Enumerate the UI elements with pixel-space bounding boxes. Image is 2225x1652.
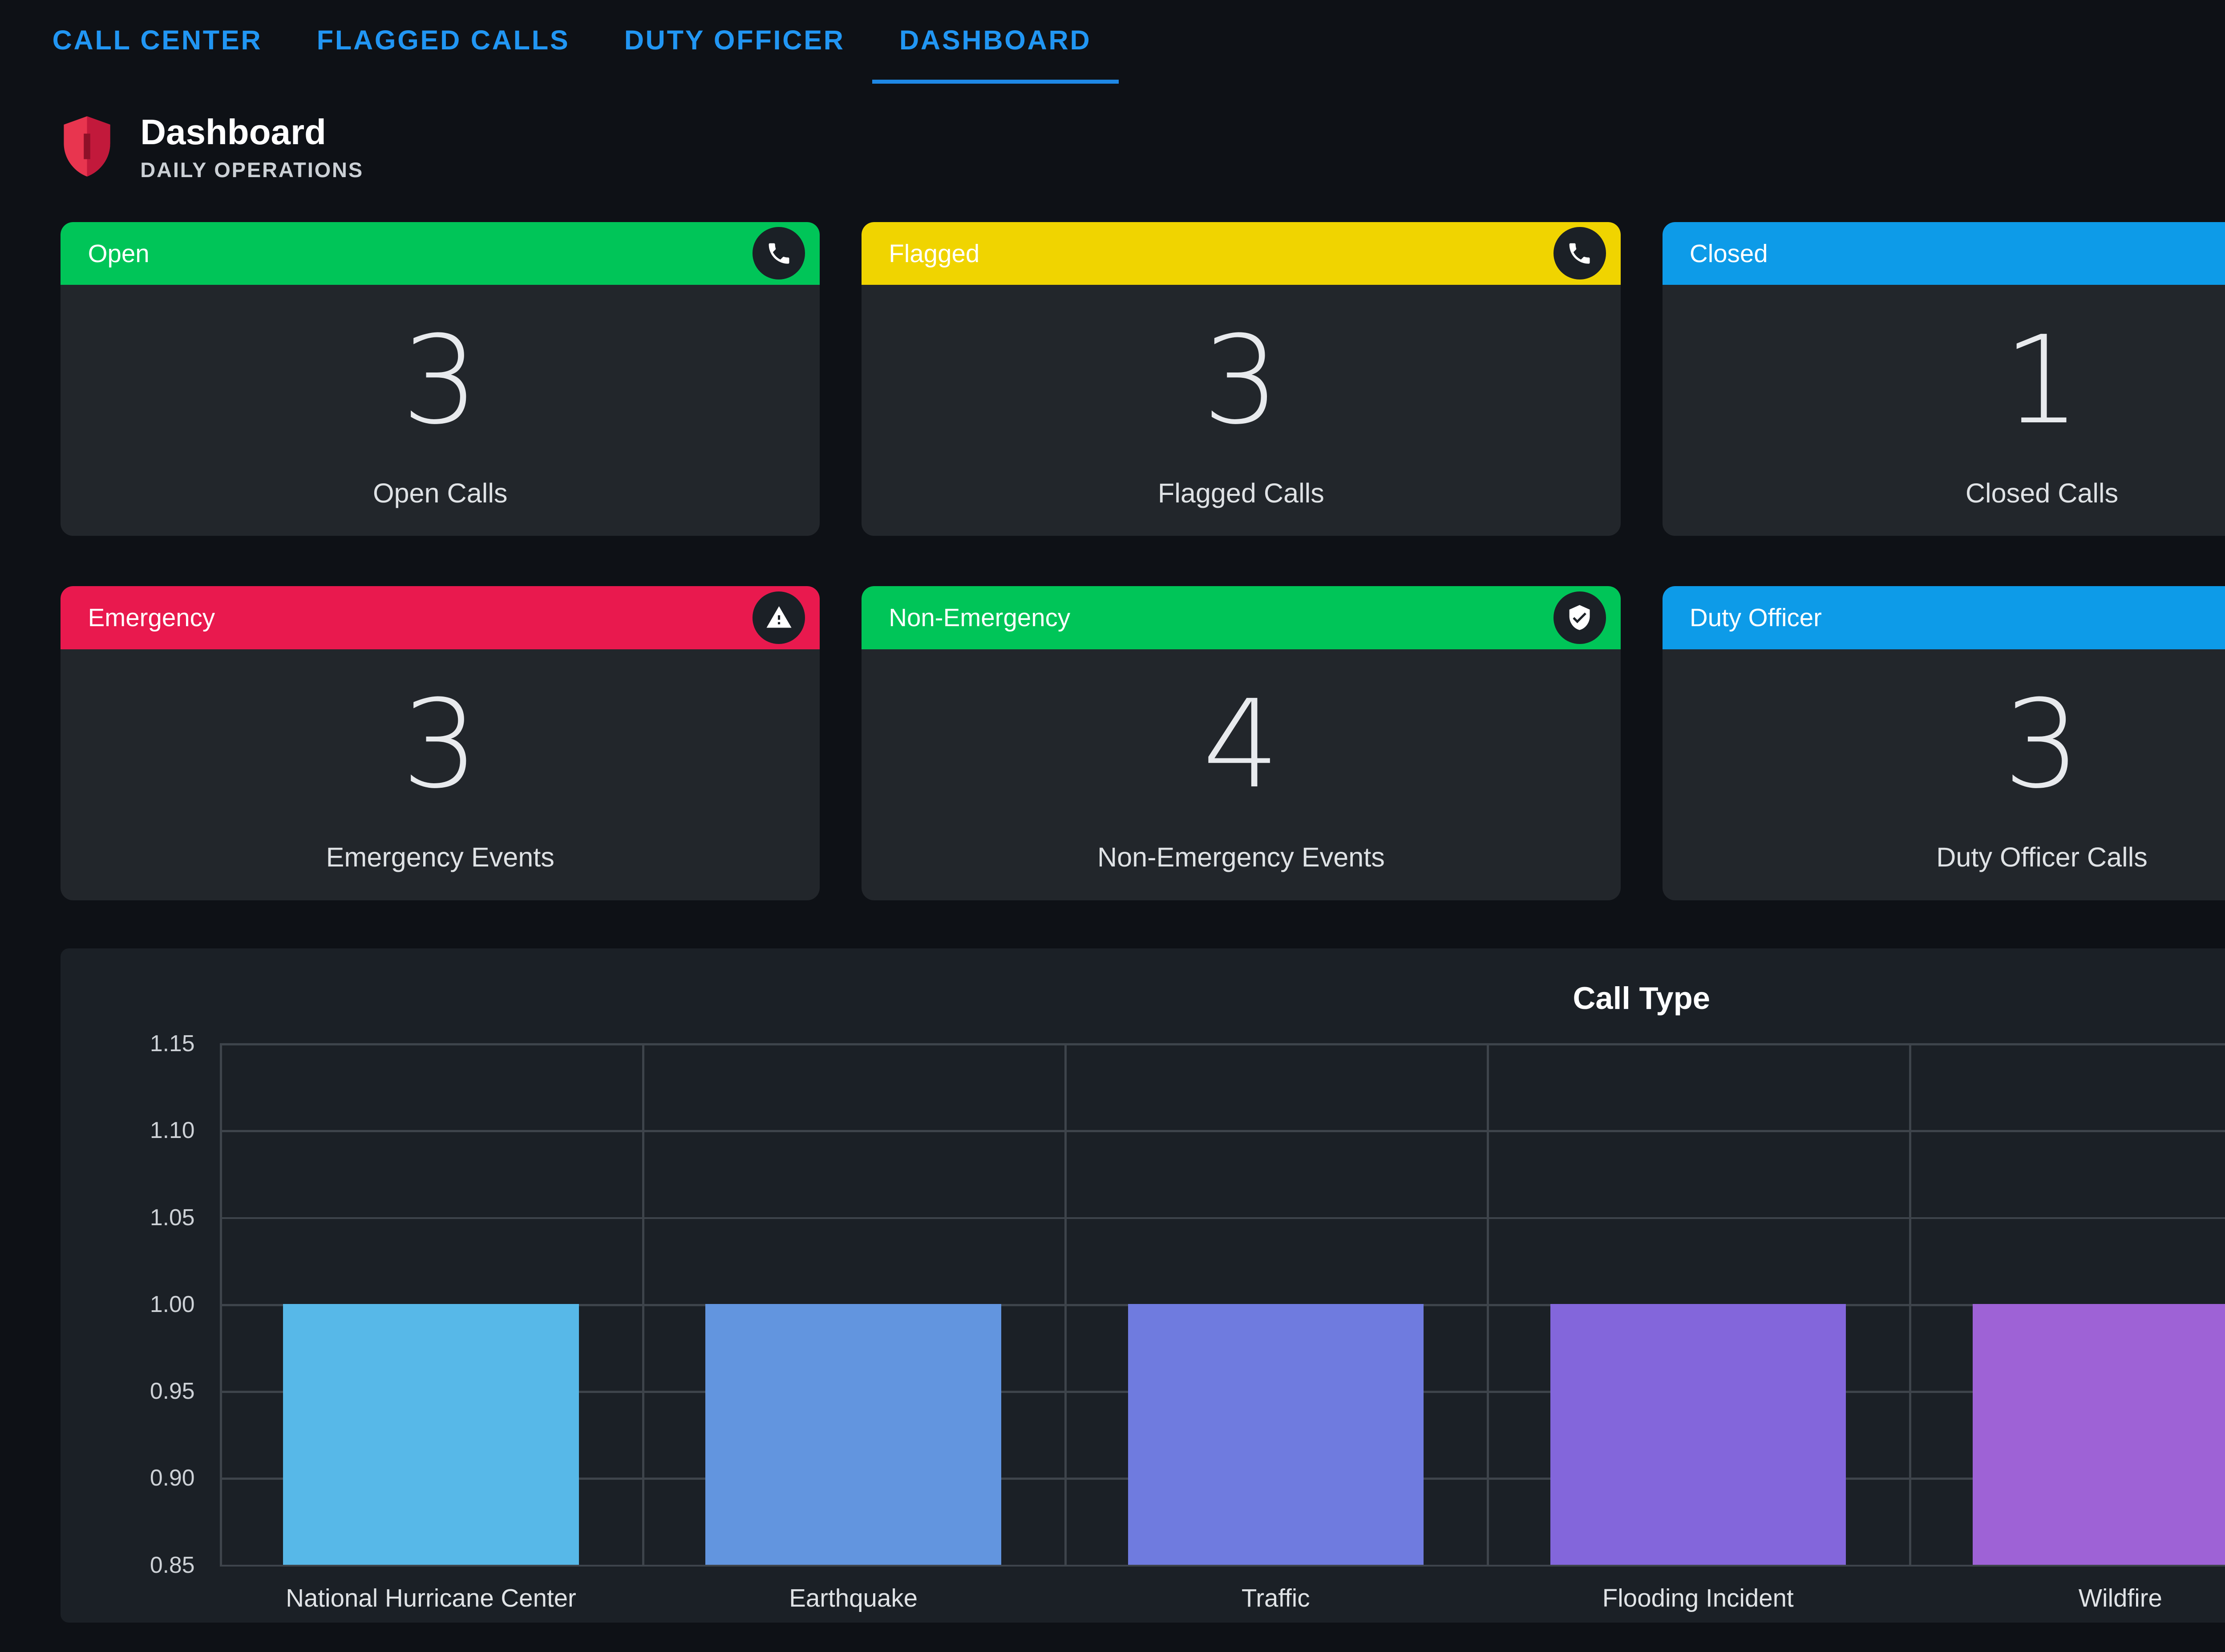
vertical-gridline (1064, 1043, 1067, 1565)
page-title: Dashboard (140, 112, 326, 152)
stat-card-label: Closed Calls (1965, 478, 2119, 508)
shield-logo-icon (59, 114, 115, 179)
chart-area: 1.15 1.10 1.05 1.00 0.95 0.90 0.85 National Hu… (61, 1030, 2225, 1612)
stat-card-value: 3 (401, 674, 479, 816)
stat-card-emergency: Emergency 3 Emergency Events (61, 586, 820, 901)
stat-card-title: Non-Emergency (889, 603, 1071, 632)
stat-card-label: Open Calls (372, 478, 508, 508)
x-axis-category-label: Flooding Incident (1602, 1583, 1794, 1612)
y-axis-tick-label: 1.05 (150, 1204, 195, 1230)
header-titles: Dashboard DAILY OPERATIONS (140, 111, 364, 182)
call-type-chart-panel: Call Type 1.15 1.10 1.05 1.00 0.95 0.90 0.85 N… (61, 948, 2225, 1623)
phone-icon (1553, 227, 1606, 280)
horizontal-gridline (220, 1130, 2225, 1132)
tab-call-center[interactable]: CALL CENTER (25, 0, 289, 84)
stat-card-label: Emergency Events (326, 842, 554, 873)
stat-card-flagged: Flagged 3 Flagged Calls (862, 222, 1621, 536)
stat-card-header: Open (61, 222, 820, 285)
stat-card-title: Emergency (88, 603, 215, 632)
stat-card-header: Flagged (862, 222, 1621, 285)
y-axis-tick-label: 1.00 (150, 1291, 195, 1317)
stat-card-value: 3 (2003, 674, 2081, 816)
stat-card-header: Non-Emergency (862, 586, 1621, 649)
chart-x-labels: National Hurricane Center Earthquake Traff… (107, 1583, 2225, 1612)
stat-card-title: Closed (1689, 239, 1768, 267)
chart-plot (220, 1043, 2225, 1567)
x-axis-category-label: National Hurricane Center (286, 1583, 576, 1612)
horizontal-gridline (220, 1564, 2225, 1567)
x-axis-category-label: Wildfire (2078, 1583, 2162, 1612)
stat-cards-row-1: Open 3 Open Calls Flagged 3 Flagged Call… (0, 222, 2225, 536)
page-subtitle: DAILY OPERATIONS (140, 158, 364, 182)
chart-bar (705, 1304, 1001, 1565)
vertical-gridline (1487, 1043, 1489, 1565)
chart-bar (1550, 1304, 1846, 1565)
chart-title: Call Type (1573, 980, 1710, 1016)
vertical-gridline (642, 1043, 644, 1565)
stat-card-label: Duty Officer Calls (1936, 842, 2148, 873)
chart-bar (1972, 1304, 2225, 1565)
y-axis-tick-label: 1.10 (150, 1117, 195, 1143)
stat-card-value: 4 (1202, 674, 1280, 816)
shield-check-icon (1553, 591, 1606, 644)
stat-card-value: 3 (401, 310, 479, 451)
chart-bar (1128, 1304, 1424, 1565)
tab-duty-officer[interactable]: DUTY OFFICER (597, 0, 872, 84)
chart-row: 1.15 1.10 1.05 1.00 0.95 0.90 0.85 (107, 1030, 2225, 1578)
chart-bar (283, 1304, 579, 1565)
y-axis-tick-label: 0.85 (150, 1551, 195, 1578)
tab-dashboard[interactable]: DASHBOARD (872, 0, 1119, 84)
stat-card-header: Closed (1662, 222, 2225, 285)
stat-card-open: Open 3 Open Calls (61, 222, 820, 536)
horizontal-gridline (220, 1217, 2225, 1219)
page-header: Dashboard DAILY OPERATIONS FILTER/SEARCH (0, 84, 2225, 209)
x-axis-category-label: Earthquake (789, 1583, 918, 1612)
top-nav-tabs: CALL CENTER FLAGGED CALLS DUTY OFFICER D… (0, 0, 2225, 84)
y-axis-tick-label: 1.15 (150, 1030, 195, 1057)
tab-flagged-calls[interactable]: FLAGGED CALLS (290, 0, 597, 84)
chart-y-axis: 1.15 1.10 1.05 1.00 0.95 0.90 0.85 (107, 1030, 220, 1578)
y-axis-tick-label: 0.90 (150, 1465, 195, 1491)
stat-cards-row-2: Emergency 3 Emergency Events Non-Emergen… (0, 586, 2225, 901)
stat-card-title: Flagged (889, 239, 980, 267)
x-axis-category-label: Traffic (1241, 1583, 1310, 1612)
y-axis-tick-label: 0.95 (150, 1378, 195, 1404)
phone-icon (752, 227, 805, 280)
stat-card-label: Non-Emergency Events (1097, 842, 1385, 873)
vertical-gridline (220, 1043, 222, 1565)
stat-card-closed: Closed 1 Closed Calls (1662, 222, 2225, 536)
stat-card-header: Emergency (61, 586, 820, 649)
stat-card-title: Duty Officer (1689, 603, 1822, 632)
stat-card-duty-officer: Duty Officer 3 Duty Officer Calls (1662, 586, 2225, 901)
vertical-gridline (1909, 1043, 1911, 1565)
stat-card-title: Open (88, 239, 150, 267)
stat-card-non-emergency: Non-Emergency 4 Non-Emergency Events (862, 586, 1621, 901)
stat-card-label: Flagged Calls (1157, 478, 1324, 508)
warning-triangle-icon (752, 591, 805, 644)
horizontal-gridline (220, 1043, 2225, 1045)
stat-card-value: 1 (2003, 310, 2081, 451)
stat-card-header: Duty Officer (1662, 586, 2225, 649)
stat-card-value: 3 (1202, 310, 1280, 451)
